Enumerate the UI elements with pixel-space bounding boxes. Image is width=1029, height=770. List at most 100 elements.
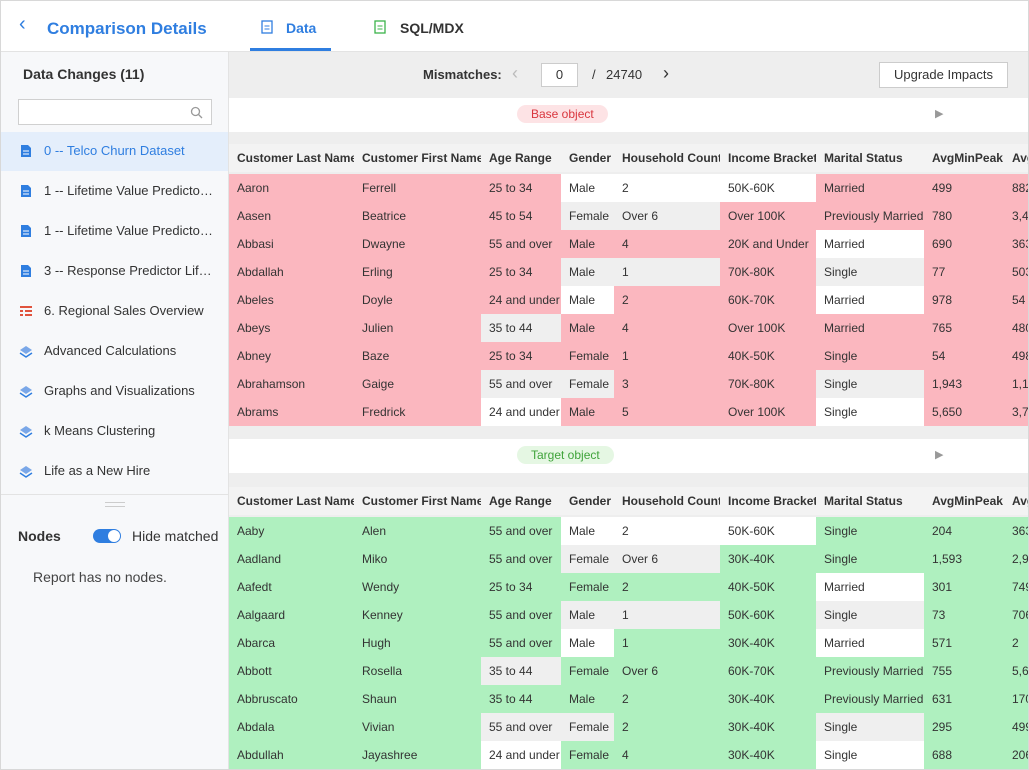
table-cell: 70K-80K: [720, 370, 816, 398]
resize-handle[interactable]: [105, 506, 125, 507]
table-cell: 55 and over: [481, 629, 561, 657]
table-cell: Over 6: [614, 545, 720, 573]
item-icon: [19, 224, 33, 243]
header-row: [229, 487, 1028, 515]
list-item[interactable]: 6. Regional Sales Overview: [44, 303, 204, 318]
table-cell: 1,1: [1004, 370, 1028, 398]
table-cell: 24 and under: [481, 398, 561, 426]
table-cell: 1: [614, 258, 720, 286]
list-item[interactable]: Graphs and Visualizations: [44, 383, 195, 398]
table-cell: 571: [924, 629, 1004, 657]
table-cell: 5,6: [1004, 657, 1028, 685]
column-header: Household Count: [622, 494, 720, 508]
table-cell: Gaige: [354, 370, 481, 398]
column-header: Gender: [569, 151, 612, 165]
table-cell: Abdullah: [229, 741, 354, 769]
tab[interactable]: Data: [286, 20, 317, 36]
column-header: Age Range: [489, 494, 552, 508]
table-cell: Vivian: [354, 713, 481, 741]
table-cell: Abrams: [229, 398, 354, 426]
table-cell: Over 100K: [720, 398, 816, 426]
column-header: Marital Status: [824, 494, 903, 508]
table-cell: Single: [816, 713, 924, 741]
table-cell: Dwayne: [354, 230, 481, 258]
table-cell: 503: [1004, 258, 1028, 286]
column-header: AvgMinPeak: [932, 151, 1003, 165]
table-cell: Previously Married: [816, 202, 924, 230]
table-cell: 40K-50K: [720, 573, 816, 601]
table-cell: Single: [816, 398, 924, 426]
table-cell: 2: [1004, 629, 1028, 657]
table-cell: 55 and over: [481, 545, 561, 573]
table-cell: Julien: [354, 314, 481, 342]
table-cell: 2: [614, 573, 720, 601]
list-item[interactable]: k Means Clustering: [44, 423, 156, 438]
list-item[interactable]: 3 -- Response Predictor Lif…: [44, 263, 212, 278]
resize-handle[interactable]: [105, 502, 125, 503]
list-item[interactable]: 1 -- Lifetime Value Predicto…: [44, 183, 213, 198]
table-cell: 25 to 34: [481, 573, 561, 601]
table-cell: 1: [614, 601, 720, 629]
table-cell: Male: [561, 174, 614, 202]
table-cell: 54: [1004, 286, 1028, 314]
toggle-knob: [108, 530, 120, 542]
table-cell: 499: [924, 174, 1004, 202]
list-item[interactable]: Life as a New Hire: [44, 463, 151, 478]
tab-indicator: [250, 48, 331, 51]
tab-icon: [374, 20, 386, 34]
expand-arrow[interactable]: ▶: [935, 108, 944, 120]
table-cell: Male: [561, 258, 614, 286]
table-cell: 295: [924, 713, 1004, 741]
table-cell: Female: [561, 713, 614, 741]
tab[interactable]: SQL/MDX: [400, 20, 464, 36]
table-cell: Male: [561, 601, 614, 629]
table-cell: 55 and over: [481, 713, 561, 741]
page-input[interactable]: 0: [541, 63, 578, 87]
table-cell: Aaron: [229, 174, 354, 202]
table-cell: 4: [614, 230, 720, 258]
table-cell: Wendy: [354, 573, 481, 601]
search-box[interactable]: [18, 99, 212, 125]
table-cell: Male: [561, 314, 614, 342]
list-item[interactable]: 1 -- Lifetime Value Predicto…: [44, 223, 213, 238]
sidebar: [1, 52, 229, 769]
tab-icon: [261, 20, 273, 34]
prev-button[interactable]: ‹: [512, 63, 518, 83]
column-header: Customer Last Name: [237, 151, 354, 165]
table-cell: Abbasi: [229, 230, 354, 258]
table-cell: Married: [816, 286, 924, 314]
table-cell: Male: [561, 230, 614, 258]
list-item[interactable]: Advanced Calculations: [44, 343, 177, 358]
back-button[interactable]: ‹: [19, 13, 26, 35]
table-cell: 30K-40K: [720, 685, 816, 713]
table-cell: 35 to 44: [481, 657, 561, 685]
table-cell: 749: [1004, 573, 1028, 601]
table-cell: 60K-70K: [720, 286, 816, 314]
table-cell: Jayashree: [354, 741, 481, 769]
table-cell: Female: [561, 573, 614, 601]
expand-arrow[interactable]: ▶: [935, 449, 944, 461]
upgrade-button[interactable]: Upgrade Impacts: [879, 62, 1008, 88]
table-cell: Married: [816, 629, 924, 657]
table-cell: Over 100K: [720, 202, 816, 230]
table-cell: Female: [561, 342, 614, 370]
table-cell: 1,943: [924, 370, 1004, 398]
table-cell: Abdallah: [229, 258, 354, 286]
next-button[interactable]: ›: [663, 63, 669, 83]
table-cell: Female: [561, 545, 614, 573]
table-cell: 40K-50K: [720, 342, 816, 370]
table-cell: Aalgaard: [229, 601, 354, 629]
item-icon: [19, 424, 33, 443]
table-cell: 2,9: [1004, 545, 1028, 573]
table-cell: 50K-60K: [720, 517, 816, 545]
table-cell: Abney: [229, 342, 354, 370]
table-cell: 25 to 34: [481, 342, 561, 370]
table-cell: 45 to 54: [481, 202, 561, 230]
table-cell: 170: [1004, 685, 1028, 713]
table-cell: 2: [614, 174, 720, 202]
list-item[interactable]: 0 -- Telco Churn Dataset: [44, 143, 185, 158]
table-cell: Abeys: [229, 314, 354, 342]
item-icon: [19, 184, 33, 203]
empty-message: Report has no nodes.: [33, 569, 167, 585]
